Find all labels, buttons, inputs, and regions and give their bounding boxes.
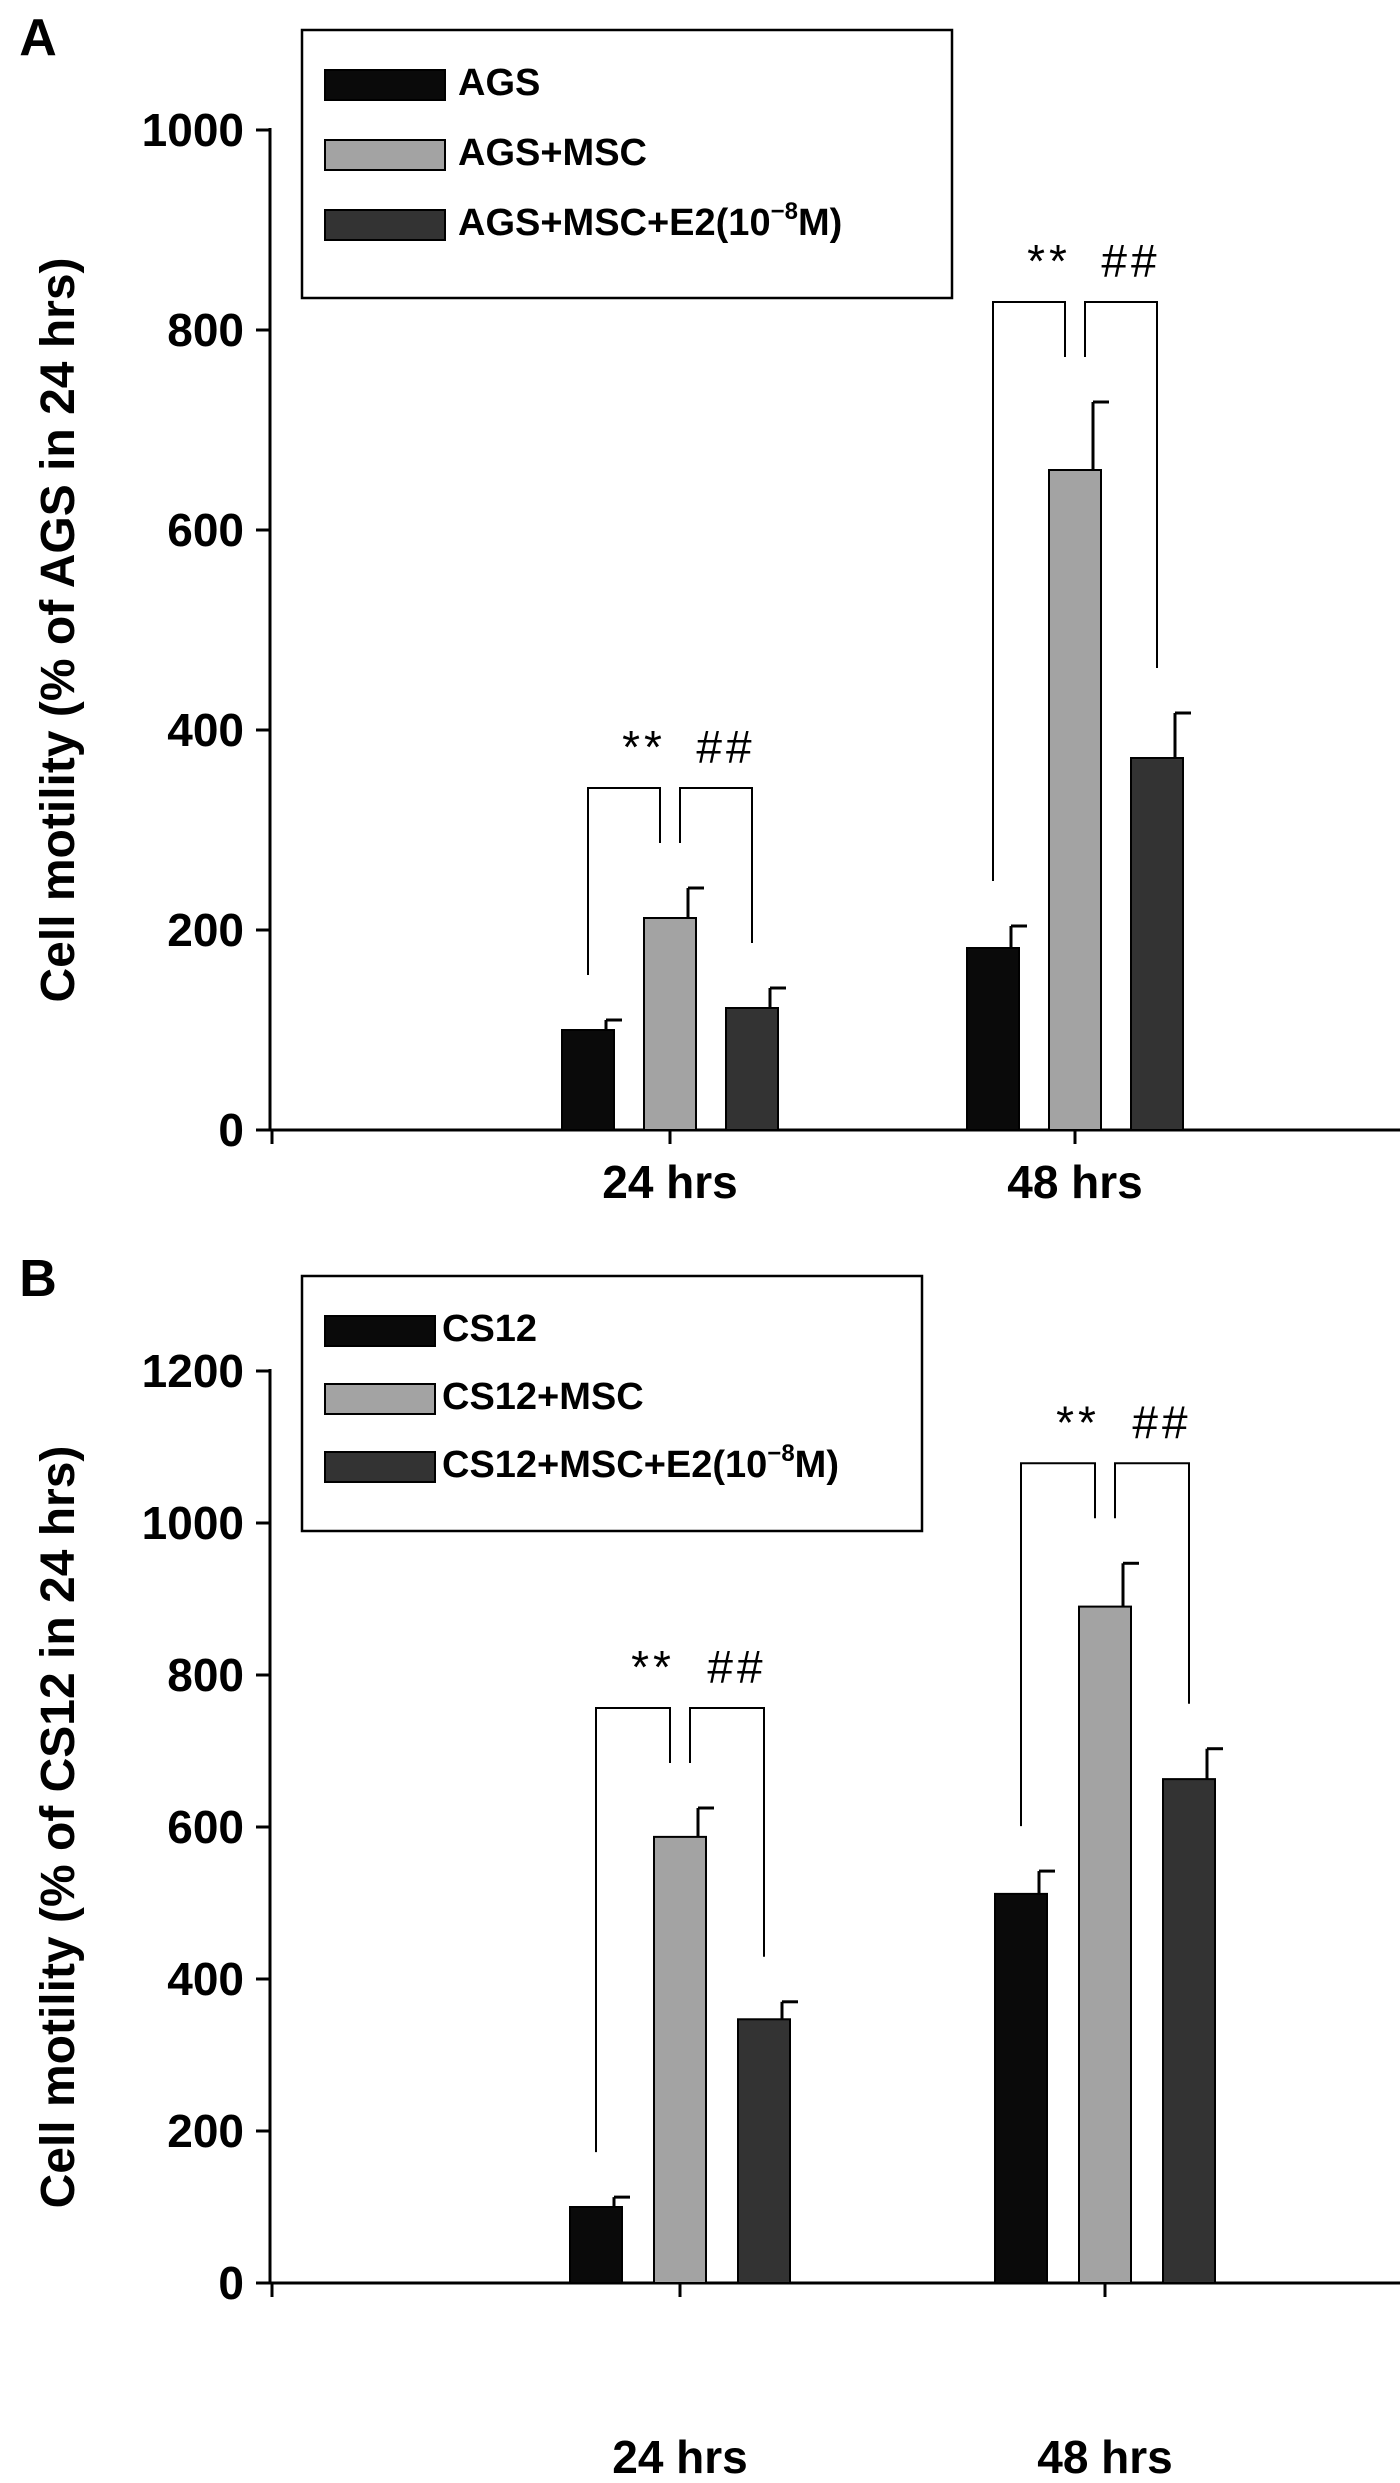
significance-bracket-right (1114, 1462, 1190, 1704)
bar-3 (1162, 1778, 1216, 2284)
legend: CS12 CS12+MSC CS12+MSC+E2(10−8M) (300, 1274, 924, 1533)
significance-stars: ** (631, 1641, 675, 1693)
significance-bracket-left (992, 301, 1066, 881)
legend-swatch-2 (324, 1383, 436, 1415)
x-category-label: 24 hrs (612, 2431, 748, 2483)
bar-2 (1078, 1605, 1132, 2285)
y-tick-label: 800 (167, 304, 244, 356)
panel-letter: A (19, 9, 57, 67)
bar-1 (569, 2206, 623, 2284)
bar-1 (994, 1892, 1048, 2284)
bar-2 (1048, 469, 1102, 1131)
x-category-label: 48 hrs (1037, 2431, 1173, 2483)
y-axis-label: Cell motility (% of CS12 in 24 hrs) (32, 1446, 85, 2209)
legend-label-superscript: −8 (771, 198, 798, 225)
significance-bracket-right (679, 787, 753, 943)
bar-1 (561, 1029, 615, 1131)
significance-hashes: ## (1132, 1396, 1191, 1448)
legend-label-2: AGS+MSC (458, 132, 647, 174)
y-tick-label: 0 (218, 2257, 244, 2309)
chart-b-svg: B Cell motility (% of CS12 in 24 hrs) 0 200… (19, 1250, 1400, 2483)
y-axis-label: Cell motility (% of AGS in 24 hrs) (32, 258, 85, 1003)
x-category-label: 24 hrs (602, 1156, 738, 1208)
y-tick-label: 400 (167, 704, 244, 756)
legend-label-1: CS12 (442, 1308, 537, 1350)
significance-hashes: ## (696, 721, 755, 773)
legend-label-1: AGS (458, 62, 540, 104)
bar-3 (725, 1007, 779, 1131)
legend-swatch-1 (324, 69, 446, 101)
y-tick-label: 1000 (142, 104, 244, 156)
chart-a-svg: A Cell motility (% of AGS in 24 hrs) 0 200 4… (19, 9, 1400, 1208)
legend-label-main: CS12+MSC+E2(10 (442, 1444, 767, 1486)
legend-label-3: CS12+MSC+E2(10−8M) (442, 1440, 839, 1486)
y-tick-label: 200 (167, 2105, 244, 2157)
chart-panel-b: B Cell motility (% of CS12 in 24 hrs) 0 200… (0, 1241, 1400, 2483)
legend-label-tail: M) (795, 1444, 839, 1486)
legend-label-tail: M) (798, 202, 842, 244)
y-tick-label: 1000 (142, 1497, 244, 1549)
legend-label-2: CS12+MSC (442, 1376, 644, 1418)
legend-label-3: AGS+MSC+E2(10−8M) (458, 198, 842, 244)
y-tick-label: 0 (218, 1104, 244, 1156)
bar-1 (966, 947, 1020, 1131)
y-tick-label: 400 (167, 1953, 244, 2005)
y-tick-label: 200 (167, 904, 244, 956)
significance-bracket-right (689, 1707, 765, 1957)
panel-letter: B (19, 1250, 57, 1308)
y-tick-label: 1200 (142, 1345, 244, 1397)
significance-hashes: ## (1101, 235, 1160, 287)
bar-2 (643, 917, 697, 1131)
x-category-label: 48 hrs (1007, 1156, 1143, 1208)
significance-bracket-left (1020, 1462, 1096, 1827)
significance-hashes: ## (707, 1641, 766, 1693)
bar-3 (737, 2018, 791, 2285)
legend-swatch-2 (324, 139, 446, 171)
bar-2 (653, 1835, 707, 2284)
bar-3 (1130, 757, 1184, 1131)
legend-label-main: AGS+MSC+E2(10 (458, 202, 771, 244)
legend-swatch-1 (324, 1315, 436, 1347)
y-tick-label: 800 (167, 1649, 244, 1701)
significance-bracket-right (1084, 301, 1158, 668)
y-tick-label: 600 (167, 1801, 244, 1853)
y-tick-label: 600 (167, 504, 244, 556)
chart-panel-a: A Cell motility (% of AGS in 24 hrs) 0 200 4… (0, 0, 1400, 1220)
legend-label-superscript: −8 (767, 1440, 794, 1467)
legend: AGS AGS+MSC AGS+MSC+E2(10−8M) (300, 28, 954, 300)
significance-stars: ** (1056, 1396, 1100, 1448)
significance-stars: ** (1027, 235, 1071, 287)
significance-bracket-left (587, 787, 661, 975)
legend-swatch-3 (324, 1451, 436, 1483)
significance-stars: ** (622, 721, 666, 773)
legend-swatch-3 (324, 209, 446, 241)
significance-bracket-left (595, 1707, 671, 2153)
